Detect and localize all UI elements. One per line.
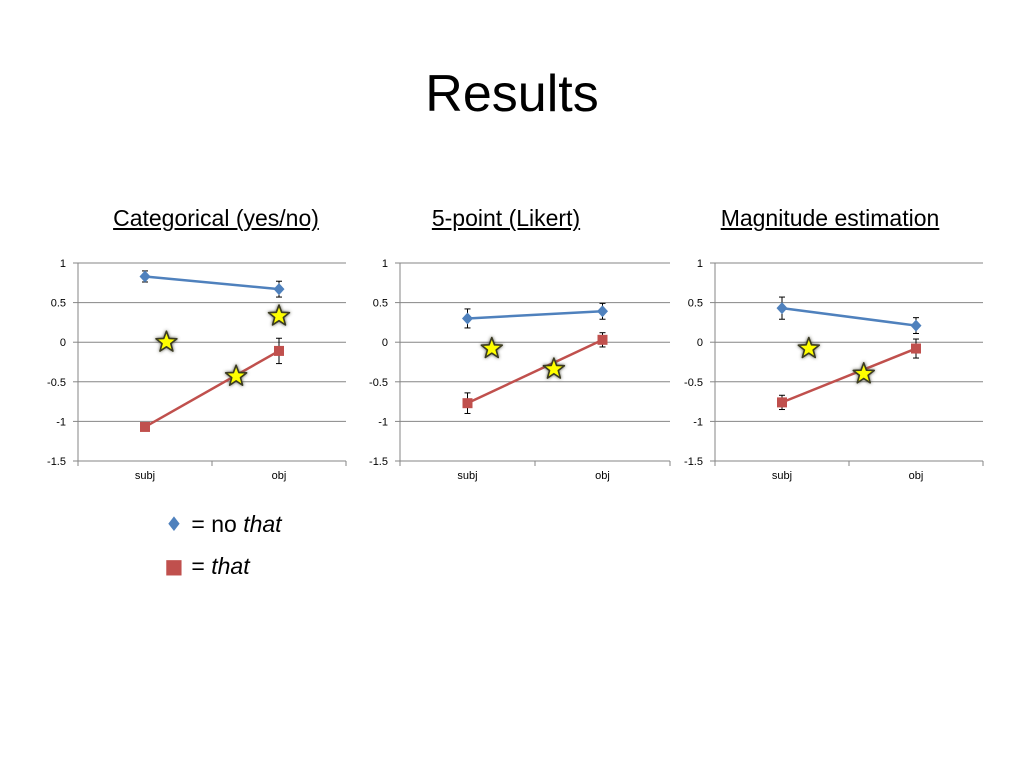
- y-tick-label: 0: [60, 337, 66, 349]
- y-tick-label: -0.5: [684, 377, 703, 389]
- legend-label-emphasis: that: [211, 553, 250, 579]
- y-tick-label: -1: [693, 416, 703, 428]
- chart-2-plot: 1 0.5 0 -0.5 -1 -1.5 subj obj: [369, 258, 671, 482]
- series-1-diamond-point: [776, 302, 788, 315]
- y-tick-label: -1.5: [369, 456, 388, 468]
- x-tick-label: subj: [772, 470, 792, 482]
- chart-3-title: Magnitude estimation: [720, 205, 940, 231]
- y-tick-label: 1: [382, 258, 388, 270]
- y-tick-label: 1: [697, 258, 703, 270]
- series-1-diamond-point: [910, 319, 922, 332]
- series-1-line: [467, 310, 603, 320]
- series-2-square-point: [597, 334, 608, 345]
- star-marker: [224, 364, 248, 386]
- y-tick-label: 1: [60, 258, 66, 270]
- y-tick-label: 0.5: [688, 298, 703, 310]
- star-marker: [852, 362, 876, 384]
- y-tick-label: -1: [378, 416, 388, 428]
- series-1-line: [144, 275, 280, 291]
- star-marker: [267, 304, 291, 326]
- series-1-diamond-point: [273, 283, 285, 296]
- star-marker: [155, 330, 178, 352]
- series-2-square-point: [911, 343, 921, 354]
- y-tick-label: 0.5: [51, 298, 66, 310]
- x-tick-label: obj: [909, 470, 924, 482]
- x-tick-label: subj: [457, 470, 477, 482]
- legend-label-prefix: =: [191, 553, 212, 579]
- star-marker: [542, 357, 566, 379]
- series-2-square-point: [140, 421, 150, 432]
- series-2-line: [781, 347, 917, 404]
- legend-label-prefix: = no: [191, 511, 244, 537]
- chart-1-title: Categorical (yes/no): [113, 205, 319, 231]
- slide-title: Results: [425, 65, 599, 123]
- y-tick-label: -0.5: [47, 377, 66, 389]
- legend: ♦ = no that ■ = that: [163, 508, 282, 592]
- x-tick-label: obj: [272, 470, 287, 482]
- x-tick-label: subj: [135, 470, 155, 482]
- star-marker: [797, 336, 821, 359]
- legend-item-that: ■ = that: [163, 550, 282, 592]
- y-tick-label: -1.5: [47, 456, 66, 468]
- series-1-diamond-point: [462, 312, 473, 325]
- series-2-square-point: [462, 398, 473, 409]
- series-1-diamond-point: [597, 305, 608, 318]
- legend-label-emphasis: that: [243, 511, 282, 537]
- series-2-line: [144, 349, 280, 429]
- star-marker: [480, 336, 504, 359]
- y-tick-label: -0.5: [369, 377, 388, 389]
- y-tick-label: 0.5: [373, 298, 388, 310]
- y-tick-label: 0: [697, 337, 703, 349]
- y-tick-label: 0: [382, 337, 388, 349]
- legend-item-no-that: ♦ = no that: [163, 508, 282, 550]
- x-tick-label: obj: [595, 470, 610, 482]
- y-tick-label: -1.5: [684, 456, 703, 468]
- chart-1-plot: 1 0.5 0 -0.5 -1 -1.5 subj obj: [47, 258, 347, 482]
- diamond-icon: ♦: [165, 512, 183, 536]
- y-tick-label: -1: [56, 416, 66, 428]
- series-2-square-point: [274, 345, 284, 356]
- series-1-diamond-point: [139, 270, 151, 283]
- series-2-square-point: [777, 397, 787, 408]
- series-1-line: [781, 306, 917, 327]
- chart-2-title: 5-point (Likert): [431, 205, 581, 231]
- series-2-line: [466, 338, 604, 405]
- square-icon: ■: [164, 554, 184, 578]
- chart-3-plot: 1 0.5 0 -0.5 -1 -1.5 subj obj: [684, 258, 984, 482]
